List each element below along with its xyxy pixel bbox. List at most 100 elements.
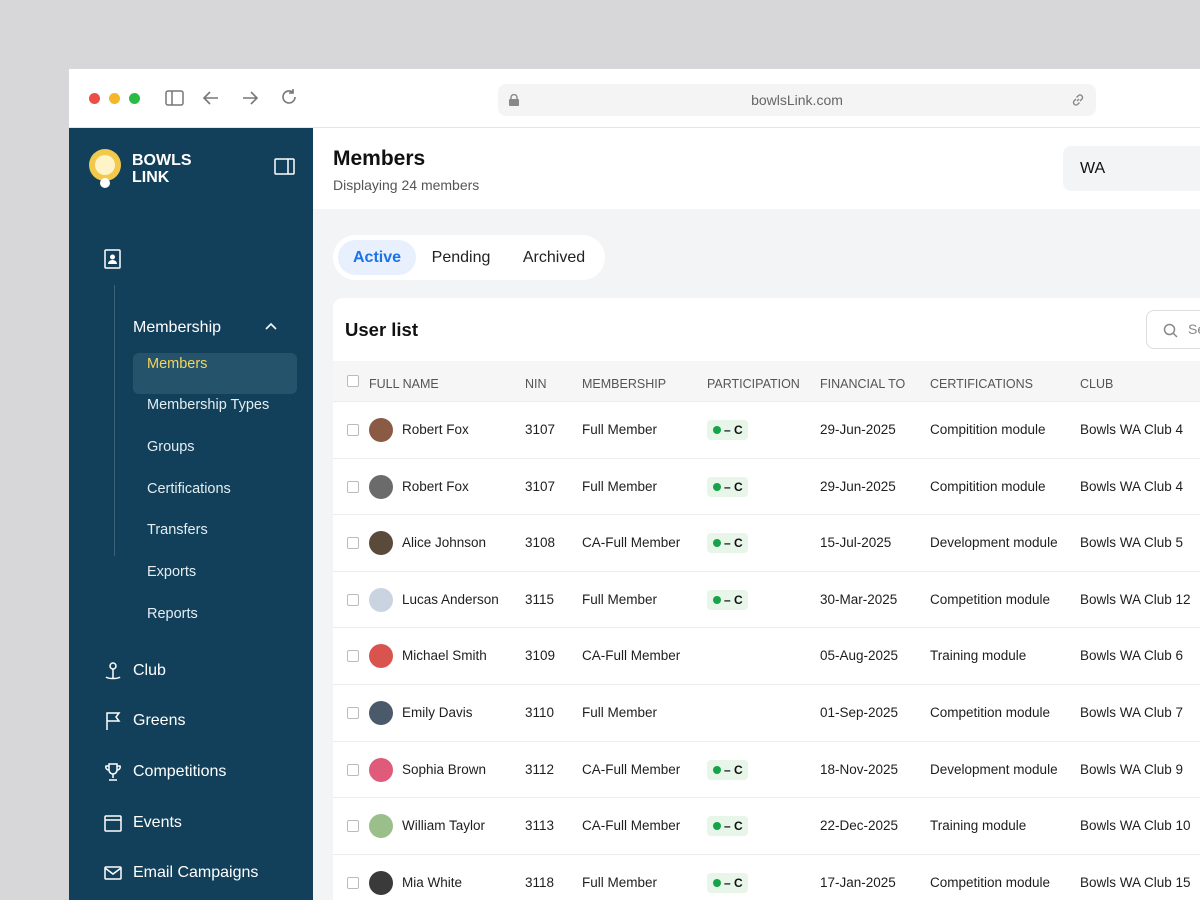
nav-item[interactable]: Email Campaigns: [133, 864, 259, 881]
cell: Full Member: [582, 705, 658, 720]
nav-item[interactable]: Club: [133, 662, 166, 679]
sidebar-toggle[interactable]: [164, 88, 186, 108]
nav-subitem[interactable]: Reports: [147, 606, 198, 622]
cell: 05-Aug-2025: [820, 648, 899, 664]
avatar: [369, 418, 393, 442]
cell: Bowls WA Club 12: [1080, 591, 1191, 607]
select-all-checkbox[interactable]: [347, 375, 359, 387]
search-input[interactable]: Search: [1146, 310, 1200, 349]
nav-subitem[interactable]: Membership Types: [147, 397, 270, 413]
tab[interactable]: Active: [338, 240, 416, 275]
avatar: [369, 474, 393, 499]
cell: 18-Nov-2025: [820, 761, 899, 777]
column-header: FULL NAME: [369, 377, 439, 391]
cell: 30-Mar-2025: [820, 591, 898, 607]
chevron-up[interactable]: [264, 321, 278, 331]
nav-subitem[interactable]: Groups: [147, 439, 195, 455]
member-name[interactable]: Robert Fox: [402, 422, 469, 437]
browser-toolbar: bowlsLink.com: [69, 69, 1200, 128]
member-name[interactable]: Lucas Anderson: [402, 591, 499, 607]
participation-badge: – C: [707, 816, 748, 837]
row-divider: [333, 854, 1200, 855]
cell: 22-Dec-2025: [820, 818, 899, 834]
avatar: [369, 701, 393, 725]
cell: 3112: [525, 761, 555, 777]
row-checkbox[interactable]: [347, 537, 359, 550]
cell: Compitition module: [930, 422, 1046, 437]
row-divider: [333, 627, 1200, 628]
row-divider: [333, 401, 1200, 402]
member-name[interactable]: Alice Johnson: [402, 535, 487, 551]
nav-subitem[interactable]: Transfers: [147, 522, 208, 538]
logo-icon: [89, 149, 121, 188]
reload-button[interactable]: [278, 86, 300, 108]
cell: Training module: [930, 648, 1027, 664]
avatar: [369, 870, 393, 895]
avatar: [369, 644, 393, 669]
avatar: [369, 757, 393, 782]
membership-icon: [104, 249, 121, 269]
row-checkbox[interactable]: [347, 876, 359, 889]
member-name[interactable]: Michael Smith: [402, 648, 487, 664]
collapse-sidebar[interactable]: [274, 158, 296, 176]
nav-item[interactable]: Competitions: [133, 763, 227, 780]
card-title: User list: [345, 319, 419, 340]
tab[interactable]: Archived: [522, 249, 586, 266]
column-header: CLUB: [1080, 377, 1114, 391]
user-list-card: User list Search FULL NAME NIN MEMBERSHIP P…: [333, 298, 1200, 900]
tree-line: [114, 285, 115, 556]
nav-item[interactable]: Greens: [133, 712, 186, 729]
close-button[interactable]: [89, 93, 100, 104]
address-bar[interactable]: bowlsLink.com: [498, 84, 1096, 116]
row-checkbox[interactable]: [347, 593, 359, 606]
participation-badge: – C: [707, 420, 748, 440]
nav-item[interactable]: Events: [133, 814, 182, 831]
row-checkbox[interactable]: [347, 707, 359, 719]
tab[interactable]: Pending: [431, 249, 491, 266]
member-name[interactable]: Robert Fox: [402, 478, 469, 494]
row-checkbox[interactable]: [347, 650, 359, 663]
cell: Full Member: [582, 478, 658, 494]
cell: 3107: [525, 478, 556, 494]
cell: CA-Full Member: [582, 648, 681, 664]
cell: Development module: [930, 535, 1058, 551]
member-name[interactable]: Emily Davis: [402, 705, 473, 720]
maximize-button[interactable]: [129, 93, 140, 104]
cell: Full Member: [582, 591, 658, 607]
member-name[interactable]: William Taylor: [402, 818, 486, 834]
row-checkbox[interactable]: [347, 763, 359, 776]
cell: Competition module: [930, 705, 1051, 720]
forward-button[interactable]: [239, 88, 261, 108]
participation-badge: – C: [707, 589, 748, 610]
row-checkbox[interactable]: [347, 480, 359, 493]
nav-subitem[interactable]: Exports: [147, 564, 197, 580]
nav-icon: [103, 813, 123, 838]
minimize-button[interactable]: [109, 93, 120, 104]
cell: 01-Sep-2025: [820, 705, 899, 720]
nav-icon: [103, 661, 123, 686]
member-name[interactable]: Sophia Brown: [402, 761, 487, 777]
back-button[interactable]: [201, 88, 223, 108]
filter-select[interactable]: WA: [1063, 146, 1200, 191]
row-checkbox[interactable]: [347, 424, 359, 436]
page-subtitle: Displaying 24 members: [333, 177, 480, 193]
nav-subitem[interactable]: Certifications: [147, 481, 231, 497]
member-name[interactable]: Mia White: [402, 874, 463, 890]
nav-group[interactable]: Membership: [133, 319, 222, 336]
url-text: bowlsLink.com: [751, 92, 843, 108]
cell: Bowls WA Club 9: [1080, 761, 1184, 777]
cell: 3110: [525, 705, 555, 720]
nav-subitem[interactable]: Members: [147, 356, 208, 372]
link-icon[interactable]: [1070, 92, 1086, 108]
browser-window: bowlsLink.com BOWLS LINK Membership Membe…: [69, 69, 1200, 900]
cell: Compitition module: [930, 478, 1046, 494]
cell: Bowls WA Club 10: [1080, 818, 1191, 834]
participation-badge: – C: [707, 872, 748, 893]
table-header: [333, 361, 1200, 401]
page-title: Members: [333, 147, 426, 170]
lock-icon: [509, 94, 519, 106]
cell: Bowls WA Club 4: [1080, 478, 1184, 494]
cell: 3118: [525, 874, 555, 890]
row-checkbox[interactable]: [347, 820, 359, 833]
